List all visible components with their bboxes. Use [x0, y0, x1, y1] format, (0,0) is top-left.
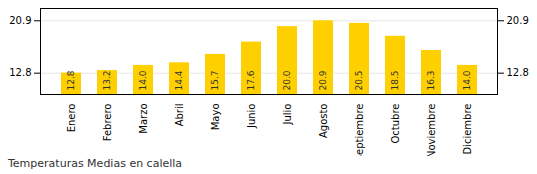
svg-text:16.3: 16.3 — [426, 70, 436, 90]
svg-text:Diciembre: Diciembre — [462, 104, 473, 155]
svg-text:15.7: 15.7 — [210, 70, 220, 90]
svg-text:20.0: 20.0 — [282, 70, 292, 90]
svg-text:20.9: 20.9 — [507, 15, 529, 26]
svg-text:14.0: 14.0 — [138, 70, 148, 90]
svg-text:18.5: 18.5 — [390, 70, 400, 90]
svg-text:12.8: 12.8 — [66, 70, 76, 90]
svg-text:12.8: 12.8 — [507, 67, 529, 78]
svg-text:Abril: Abril — [174, 104, 185, 127]
svg-text:13.2: 13.2 — [102, 70, 112, 90]
svg-text:Agosto: Agosto — [318, 104, 329, 139]
svg-text:Marzo: Marzo — [138, 104, 149, 134]
svg-text:20.9: 20.9 — [9, 15, 31, 26]
html-text:Temperaturas Medias en calella: Temperaturas Medias en calella — [8, 157, 183, 170]
svg-text:Julio: Julio — [282, 104, 293, 126]
svg-text:Noviembre: Noviembre — [426, 104, 437, 157]
svg-text:20.5: 20.5 — [354, 70, 364, 90]
svg-text:14.4: 14.4 — [174, 70, 184, 90]
svg-text:Enero: Enero — [66, 104, 77, 133]
svg-text:14.0: 14.0 — [462, 70, 472, 90]
svg-text:17.6: 17.6 — [246, 70, 256, 90]
svg-text:Junio: Junio — [246, 104, 257, 130]
svg-text:Septiembre: Septiembre — [354, 104, 365, 157]
svg-text:Mayo: Mayo — [210, 104, 221, 131]
svg-text:Febrero: Febrero — [102, 104, 113, 142]
svg-text:20.9: 20.9 — [318, 70, 328, 90]
svg-text:Octubre: Octubre — [390, 104, 401, 144]
svg-text:12.8: 12.8 — [9, 67, 31, 78]
